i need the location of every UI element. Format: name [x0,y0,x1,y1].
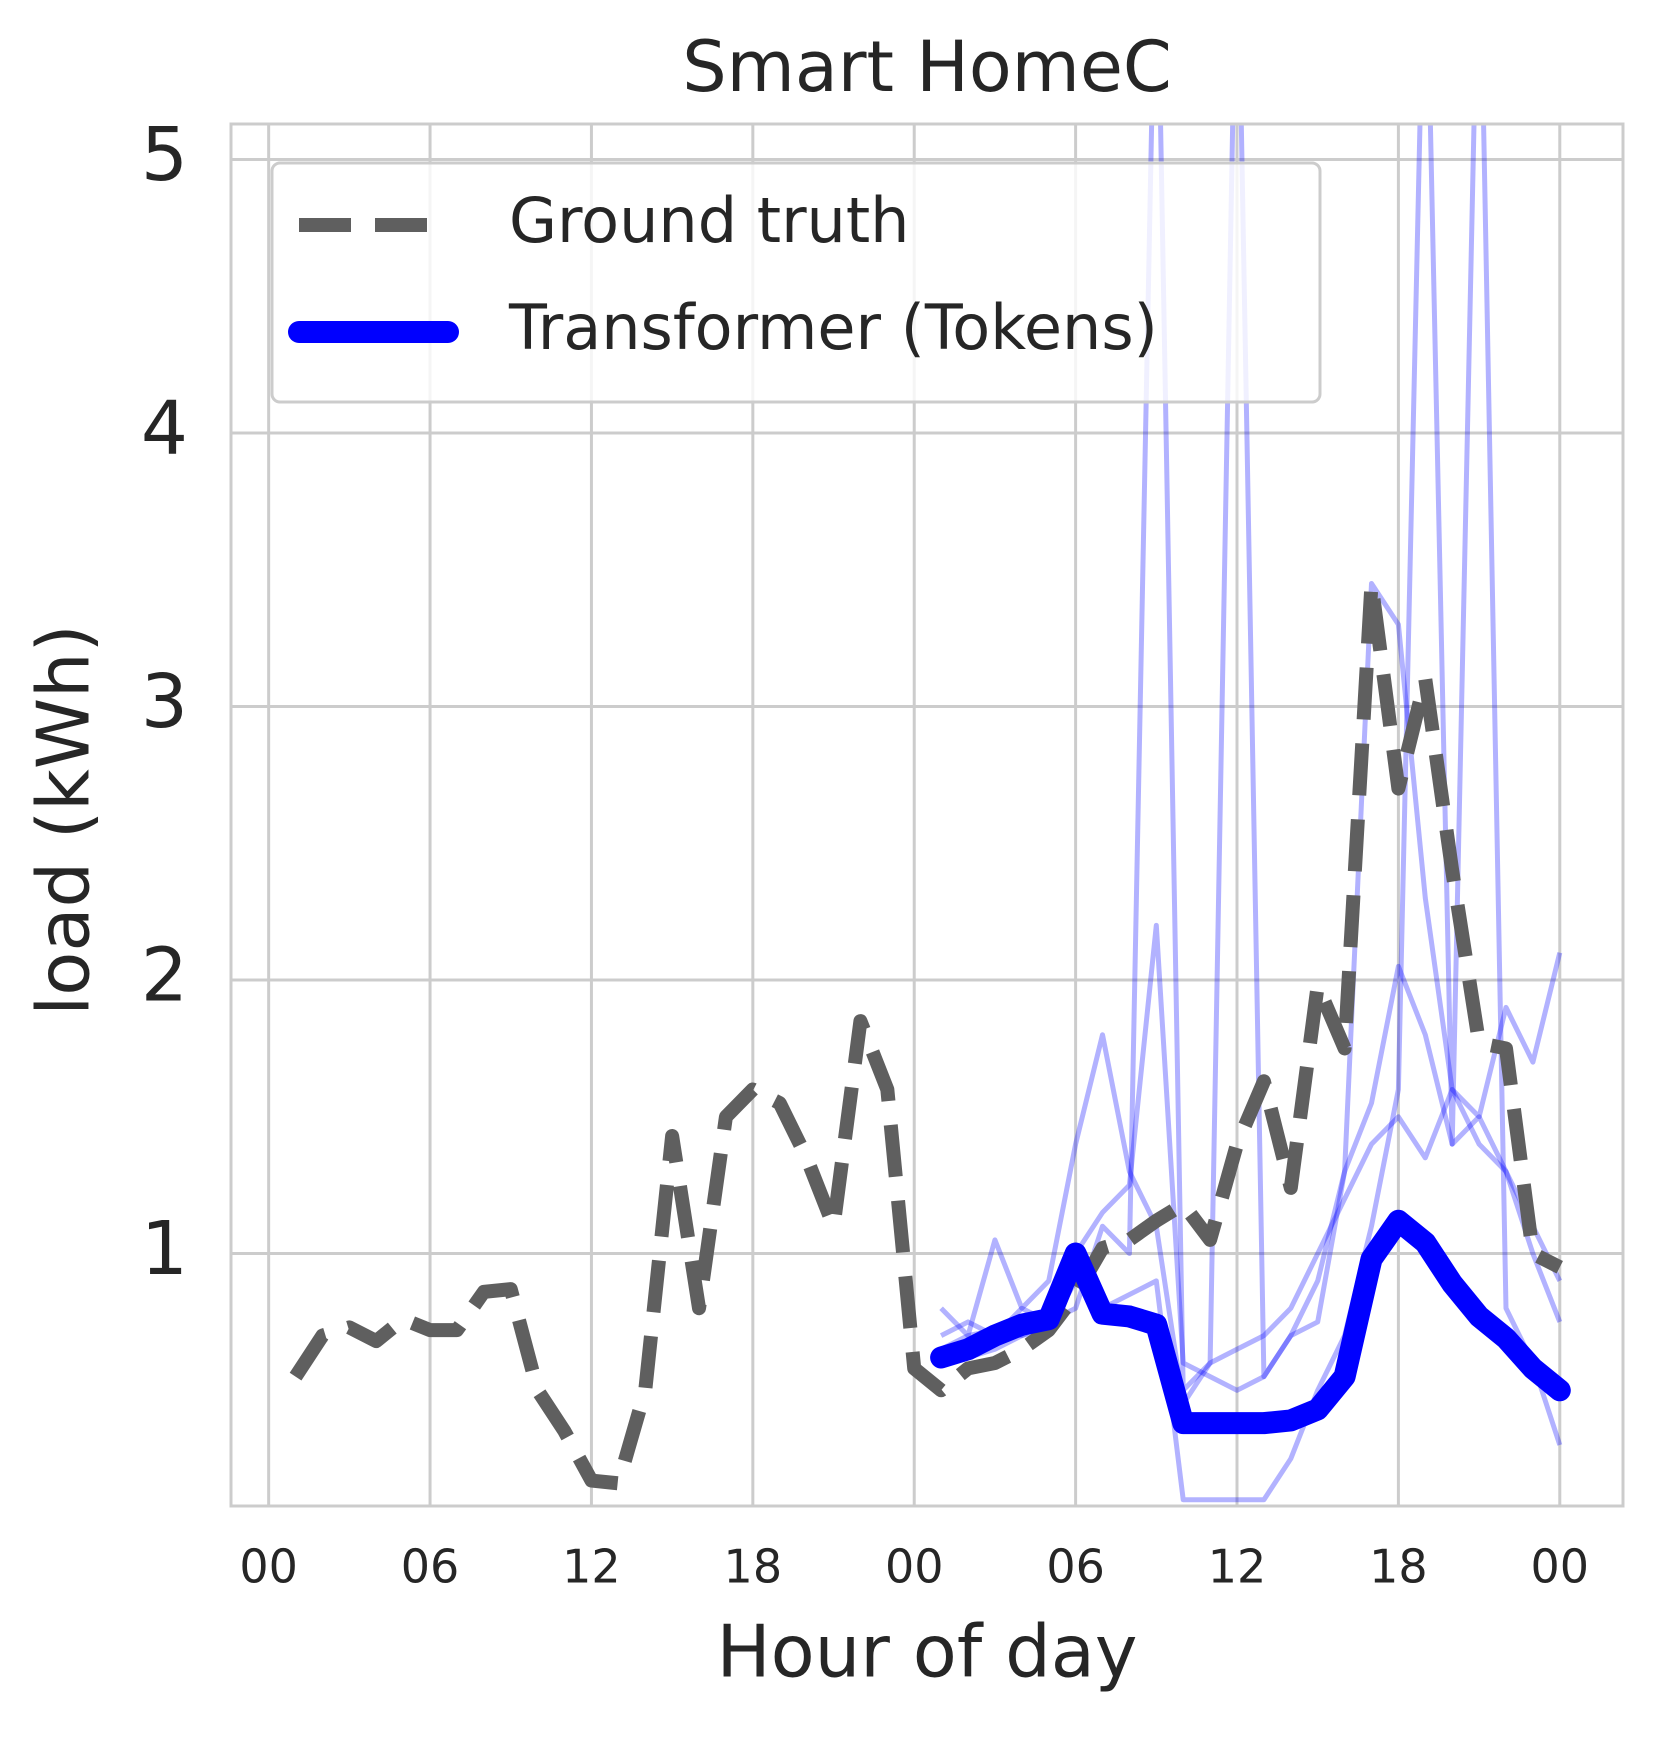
legend: Ground truth Transformer (Tokens) [270,161,1322,404]
y-tick-label: 2 [141,933,188,1019]
y-tick-label: 3 [141,659,188,745]
x-tick-label: 00 [239,1540,298,1594]
x-tick-label: 18 [724,1540,783,1594]
x-tick-label: 12 [1208,1540,1267,1594]
plot-frame [229,122,1625,1508]
sample-line [939,124,1563,1407]
x-tick-label: 06 [401,1540,460,1594]
y-tick-label: 5 [141,112,188,198]
x-tick-label: 06 [1046,1540,1105,1594]
x-axis-label: Hour of day [716,1610,1137,1694]
plot-area [289,124,1571,1503]
x-tick-label: 00 [1531,1540,1590,1594]
x-tick-label: 12 [562,1540,621,1594]
y-tick-label: 4 [141,386,188,472]
x-tick-label: 00 [885,1540,944,1594]
series-line [289,576,1563,1491]
legend-label: Transformer (Tokens) [508,291,1158,364]
series-line [930,1209,1571,1435]
legend-label: Ground truth [509,184,909,257]
chart-title: Smart HomeC [682,26,1172,108]
y-tick-label: 1 [141,1206,188,1292]
x-tick-label: 18 [1369,1540,1428,1594]
legend-box [270,161,1322,404]
y-axis-label: load (kWh) [22,624,106,1015]
